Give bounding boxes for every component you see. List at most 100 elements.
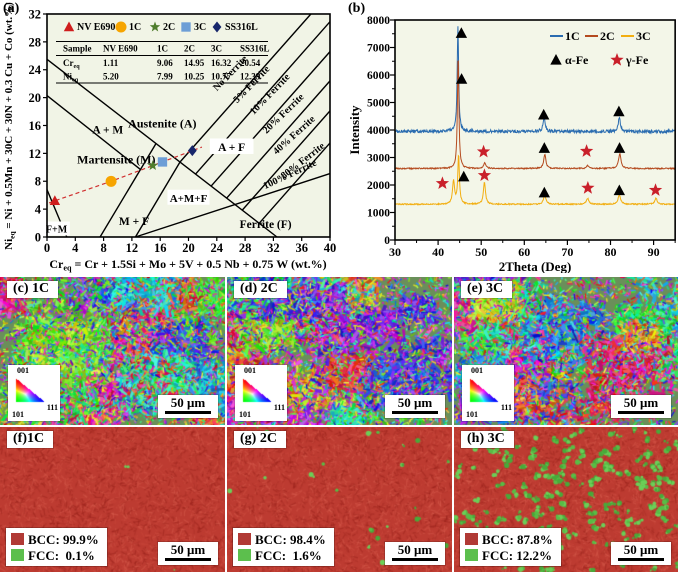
svg-text:16: 16 — [154, 241, 167, 255]
svg-text:28: 28 — [29, 35, 42, 49]
svg-text:4: 4 — [35, 203, 42, 217]
svg-text:F+M: F+M — [46, 224, 68, 235]
ipf-color-key: 001 101 111 — [8, 365, 60, 421]
micrograph-grid: (c) 1C 50 μm 001 101 111 (d) 2C 50 μm 001 101 111… — [0, 275, 678, 572]
bcc-legend-row: BCC: 99.9% — [11, 531, 99, 547]
svg-text:Martensite (M): Martensite (M) — [77, 152, 155, 166]
svg-text:80: 80 — [605, 245, 617, 259]
panel-b-tag: (b) — [348, 1, 366, 16]
svg-text:20.54: 20.54 — [240, 58, 261, 68]
fcc-fraction-label: FCC: 1.6% — [255, 547, 322, 563]
svg-text:16.32: 16.32 — [211, 58, 232, 68]
svg-text:4: 4 — [72, 241, 79, 255]
svg-text:14.95: 14.95 — [184, 58, 205, 68]
fcc-legend-row: FCC: 1.6% — [238, 547, 326, 563]
scale-bar-label: 50 μm — [397, 542, 433, 557]
phase-fraction-legend: BCC: 87.8% FCC: 12.2% — [460, 528, 561, 566]
svg-text:10.77: 10.77 — [211, 72, 232, 82]
bcc-fraction-label: BCC: 98.4% — [255, 531, 326, 547]
panel-a-tag: (a) — [3, 1, 20, 16]
svg-text:20: 20 — [29, 91, 42, 105]
bcc-color-swatch — [465, 533, 478, 545]
svg-text:A + F: A + F — [218, 142, 245, 154]
svg-text:0: 0 — [44, 241, 50, 255]
svg-text:NV E690: NV E690 — [103, 44, 138, 54]
svg-text:32: 32 — [267, 241, 280, 255]
svg-text:28: 28 — [239, 241, 252, 255]
svg-text:8: 8 — [100, 241, 106, 255]
svg-text:4000: 4000 — [367, 125, 390, 137]
bcc-fraction-label: BCC: 99.9% — [28, 531, 99, 547]
tile-label: (e) 3C — [461, 281, 513, 298]
svg-text:1C: 1C — [129, 22, 141, 33]
ipf-key-101-label: 101 — [12, 410, 24, 419]
svg-text:32: 32 — [29, 7, 42, 21]
svg-text:3C: 3C — [211, 44, 222, 54]
ebsd-ipf-map-c1C: (c) 1C 50 μm 001 101 111 — [0, 277, 225, 425]
svg-text:7000: 7000 — [367, 43, 390, 55]
svg-text:1.11: 1.11 — [103, 58, 119, 68]
scale-bar-line — [618, 558, 664, 561]
svg-text:40: 40 — [324, 241, 337, 255]
scale-bar: 50 μm — [158, 395, 218, 418]
ipf-key-triangle — [13, 378, 45, 403]
svg-text:2C: 2C — [184, 44, 195, 54]
svg-text:5.20: 5.20 — [103, 72, 119, 82]
ipf-key-111-label: 111 — [273, 403, 285, 412]
phase-map-g2C: (g) 2C 50 μm BCC: 98.4% FCC: 1.6% — [227, 427, 452, 572]
fcc-fraction-label: FCC: 0.1% — [28, 547, 95, 563]
svg-text:12.39: 12.39 — [240, 72, 261, 82]
scale-bar: 50 μm — [611, 542, 671, 565]
svg-text:6000: 6000 — [367, 70, 390, 82]
svg-text:Nieq = Ni + 0.5Mn + 30C + 30N: Nieq = Ni + 0.5Mn + 30C + 30N + 0.3 Cu +… — [3, 2, 16, 250]
svg-text:20: 20 — [182, 241, 195, 255]
svg-text:16: 16 — [29, 119, 42, 133]
svg-text:Creq = Cr + 1.5Si + Mo + 5V +: Creq = Cr + 1.5Si + Mo + 5V + 0.5 Nb + 0… — [49, 257, 326, 273]
svg-text:NV E690: NV E690 — [77, 22, 115, 33]
svg-text:2000: 2000 — [367, 180, 390, 192]
fcc-fraction-label: FCC: 12.2% — [482, 547, 553, 563]
scale-bar: 50 μm — [385, 395, 445, 418]
xrd-pattern-chart: 1C 2C 3C α-Fe γ-Fe 30 40 50 60 70 80 90 0 1000 2000 300… — [347, 15, 676, 274]
ipf-key-triangle — [240, 378, 272, 403]
svg-text:40: 40 — [432, 245, 444, 259]
svg-text:12: 12 — [29, 147, 42, 161]
svg-text:SS316L: SS316L — [225, 22, 258, 33]
scale-bar: 50 μm — [611, 395, 671, 418]
bcc-fraction-label: BCC: 87.8% — [482, 531, 553, 547]
ipf-key-111-label: 111 — [500, 403, 512, 412]
fcc-color-swatch — [238, 549, 251, 561]
svg-text:9.06: 9.06 — [157, 58, 173, 68]
phase-map-h3C: (h) 3C 50 μm BCC: 87.8% FCC: 12.2% — [454, 427, 678, 572]
svg-text:1C: 1C — [157, 44, 168, 54]
svg-text:A+M+F: A+M+F — [170, 193, 208, 205]
phase-fraction-legend: BCC: 99.9% FCC: 0.1% — [6, 528, 107, 566]
svg-text:1000: 1000 — [367, 208, 390, 220]
svg-text:36: 36 — [295, 241, 308, 255]
ipf-color-key: 001 101 111 — [462, 365, 514, 421]
tile-label: (f)1C — [7, 431, 54, 448]
svg-text:12: 12 — [126, 241, 139, 255]
fcc-color-swatch — [11, 549, 24, 561]
svg-text:3C: 3C — [636, 29, 651, 43]
fcc-legend-row: FCC: 0.1% — [11, 547, 99, 563]
svg-text:A + M: A + M — [92, 125, 123, 137]
svg-text:3000: 3000 — [367, 153, 390, 165]
scale-bar-line — [165, 411, 211, 414]
panel-b-xrd: (b) 1C 2C 3C α-Fe γ-Fe 30 40 50 60 70 80 90 0 1000 200… — [345, 0, 678, 274]
scale-bar: 50 μm — [158, 542, 218, 565]
svg-text:0: 0 — [35, 231, 41, 245]
scale-bar: 50 μm — [385, 542, 445, 565]
phase-map-f1C: (f)1C 50 μm BCC: 99.9% FCC: 0.1% — [0, 427, 225, 572]
phase-fraction-legend: BCC: 98.4% FCC: 1.6% — [233, 528, 334, 566]
scale-bar-line — [165, 558, 211, 561]
svg-text:50: 50 — [475, 245, 487, 259]
svg-text:3C: 3C — [194, 22, 206, 33]
bcc-color-swatch — [238, 533, 251, 545]
ipf-color-key: 001 101 111 — [235, 365, 287, 421]
svg-text:Creq: Creq — [63, 58, 80, 70]
scale-bar-label: 50 μm — [623, 395, 659, 410]
ebsd-ipf-map-d2C: (d) 2C 50 μm 001 101 111 — [227, 277, 452, 425]
